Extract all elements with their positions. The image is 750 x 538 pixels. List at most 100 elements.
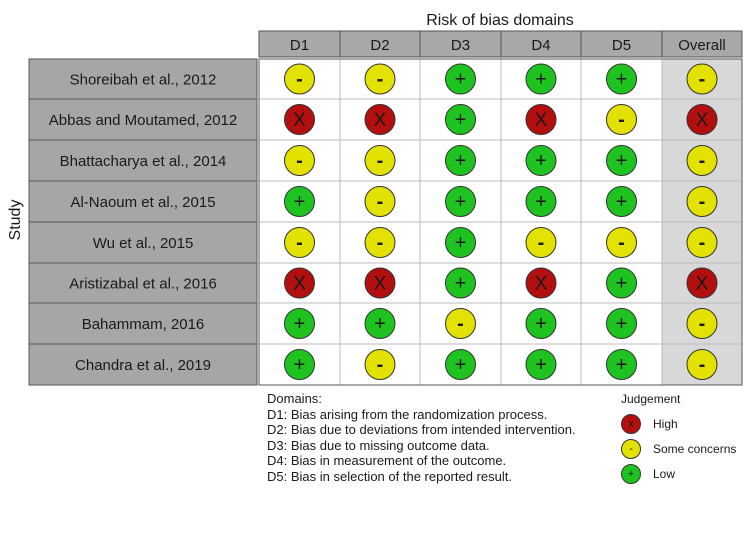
grid-frame xyxy=(258,58,743,386)
judgement-high-marker xyxy=(525,267,557,299)
judgement-legend-title: Judgement xyxy=(621,392,681,406)
judgement-some-marker xyxy=(364,349,396,380)
judgement-symbol: X xyxy=(293,274,306,295)
judgement-symbol: + xyxy=(616,150,628,172)
judgement-high-marker xyxy=(364,267,396,299)
judgement-high-marker xyxy=(686,267,718,299)
judgement-symbol: + xyxy=(455,273,467,295)
column-header-cell xyxy=(258,30,341,58)
judgement-some-marker xyxy=(364,63,396,95)
domain-description: D4: Bias in measurement of the outcome. xyxy=(267,453,507,468)
judgement-symbol: - xyxy=(699,232,706,254)
judgement-symbol: X xyxy=(374,274,387,295)
judgement-symbol: + xyxy=(455,109,467,131)
judgement-low-marker xyxy=(445,227,476,258)
judgement-low-marker xyxy=(525,186,557,217)
chart-title: Risk of bias domains xyxy=(426,12,574,29)
judgement-some-marker xyxy=(606,104,637,135)
judgement-symbol: + xyxy=(535,354,547,376)
judgement-high-marker xyxy=(364,104,396,135)
judgement-low-marker xyxy=(284,349,315,380)
column-header-label: D3 xyxy=(451,37,470,54)
judgement-some-marker xyxy=(686,227,718,258)
judgement-some-marker xyxy=(686,186,718,217)
judgement-low-marker xyxy=(445,104,476,135)
judgement-symbol: X xyxy=(374,110,387,131)
column-header-cell xyxy=(661,30,743,58)
column-header-label: Overall xyxy=(678,37,726,54)
judgement-symbol: - xyxy=(699,191,706,213)
some-concerns-icon: - xyxy=(621,439,641,459)
judgement-symbol: + xyxy=(616,354,628,376)
column-header-label: D2 xyxy=(370,37,389,54)
judgement-low-marker xyxy=(606,145,637,176)
judgement-low-marker xyxy=(445,267,476,299)
domain-description: D1: Bias arising from the randomization … xyxy=(267,406,548,422)
study-label: Bahammam, 2016 xyxy=(82,316,205,333)
judgement-symbol: + xyxy=(455,191,467,213)
judgement-some-marker xyxy=(686,349,718,380)
column-header-label: D1 xyxy=(290,37,309,54)
judgement-symbol: + xyxy=(616,313,628,335)
judgement-symbol: + xyxy=(455,69,467,91)
low-risk-icon: + xyxy=(621,464,641,484)
column-header-label: D5 xyxy=(612,37,631,54)
judgement-symbol: + xyxy=(294,191,306,213)
y-axis-label: Study xyxy=(7,200,24,241)
judgement-symbol: X xyxy=(293,110,306,131)
judgement-symbol: - xyxy=(296,232,303,254)
judgement-symbol: + xyxy=(616,191,628,213)
judgement-some-marker xyxy=(686,145,718,176)
judgement-symbol: - xyxy=(377,232,384,254)
judgement-symbol: + xyxy=(374,313,386,335)
judgement-low-marker xyxy=(445,349,476,380)
judgement-high-marker xyxy=(284,104,315,135)
judgement-low-marker xyxy=(525,308,557,339)
judgement-symbol: X xyxy=(696,110,709,131)
study-cell xyxy=(28,58,258,100)
judgement-symbol: + xyxy=(294,354,306,376)
study-cell xyxy=(28,139,258,182)
judgement-symbol: X xyxy=(535,274,548,295)
judgement-high-marker xyxy=(525,104,557,135)
judgement-symbol: + xyxy=(455,354,467,376)
judgement-low-marker xyxy=(525,63,557,95)
study-label: Chandra et al., 2019 xyxy=(75,357,211,374)
study-label: Wu et al., 2015 xyxy=(93,235,194,252)
judgement-low-marker xyxy=(606,63,637,95)
judgement-symbol: - xyxy=(699,313,706,335)
column-header-cell xyxy=(339,30,421,58)
judgement-symbol: + xyxy=(455,150,467,172)
study-cell xyxy=(28,302,258,345)
judgement-some-marker xyxy=(525,227,557,258)
judgement-some-marker xyxy=(686,308,718,339)
judgement-symbol: - xyxy=(618,109,625,131)
legend-item-some-concerns: - Some concerns xyxy=(621,439,736,459)
judgement-symbol: + xyxy=(535,191,547,213)
judgement-some-marker xyxy=(284,227,315,258)
judgement-symbol: - xyxy=(377,69,384,91)
study-label: Aristizabal et al., 2016 xyxy=(69,276,217,293)
judgement-some-marker xyxy=(284,63,315,95)
study-cell xyxy=(28,221,258,264)
judgement-high-marker xyxy=(686,104,718,135)
judgement-grid: D1 D2 D3 D4 D5 Overall Shoreibah et al., 2012 -… xyxy=(28,30,743,386)
judgement-some-marker xyxy=(364,227,396,258)
judgement-low-marker xyxy=(606,349,637,380)
study-cell xyxy=(28,343,258,386)
judgement-low-marker xyxy=(525,349,557,380)
judgement-low-marker xyxy=(606,308,637,339)
judgement-symbol: - xyxy=(296,150,303,172)
judgement-symbol: - xyxy=(699,354,706,376)
judgement-low-marker xyxy=(445,145,476,176)
judgement-symbol: - xyxy=(457,313,464,335)
study-cell xyxy=(28,262,258,304)
judgement-symbol: - xyxy=(538,232,545,254)
judgement-symbol: + xyxy=(535,69,547,91)
high-risk-icon: x xyxy=(621,414,641,434)
study-label: Abbas and Moutamed, 2012 xyxy=(49,112,237,129)
legend-item-low: + Low xyxy=(621,464,675,484)
judgement-symbol: - xyxy=(377,191,384,213)
judgement-symbol: + xyxy=(294,313,306,335)
